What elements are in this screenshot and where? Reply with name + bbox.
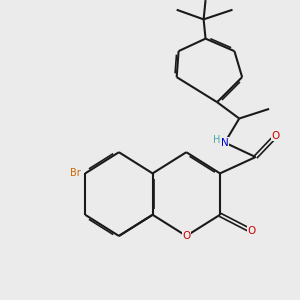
Text: O: O [182,231,190,241]
Text: O: O [272,131,280,141]
Text: H: H [213,135,220,145]
Text: Br: Br [70,168,81,178]
Text: N: N [221,138,229,148]
Text: O: O [248,226,256,236]
